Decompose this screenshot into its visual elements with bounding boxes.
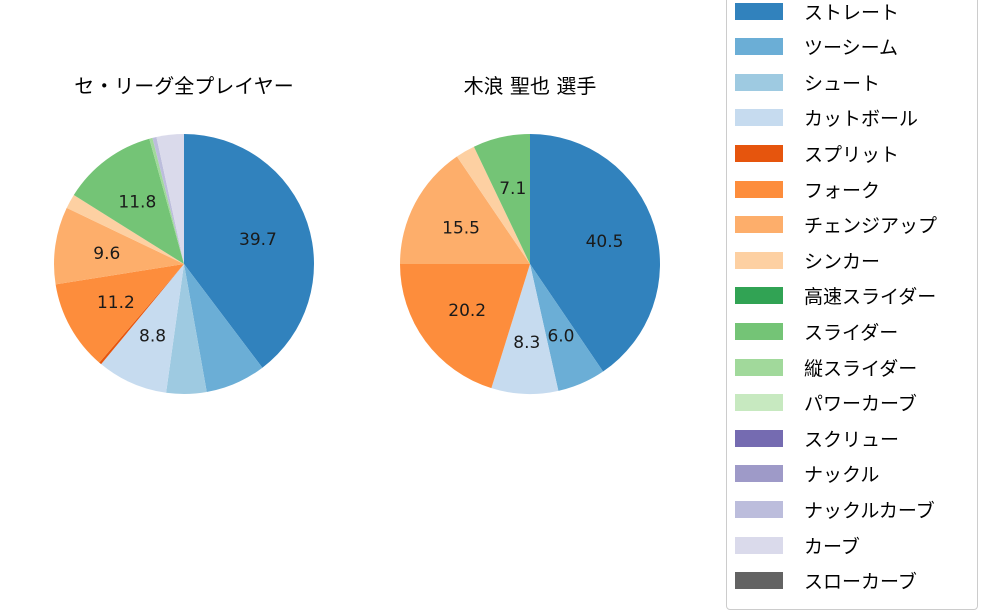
pie-slice-ツーシーム	[530, 264, 604, 391]
legend-swatch	[735, 572, 783, 590]
pie-slice-フォーク	[400, 264, 530, 389]
pie-slice-シンカー	[66, 195, 184, 264]
legend-swatch	[735, 322, 783, 340]
legend-item: チェンジアップ	[735, 213, 937, 237]
legend-swatch	[735, 287, 783, 305]
pie-slice-label: 39.7	[239, 230, 277, 250]
legend-label: スプリット	[804, 143, 900, 166]
legend-item: スローカーブ	[735, 569, 917, 593]
legend-swatch	[735, 429, 783, 447]
right-pie-chart: 40.5 6.0 8.3 20.2 15.5 7.1	[400, 134, 660, 394]
legend-item: 高速スライダー	[735, 284, 936, 308]
pie-slice-スプリット	[99, 264, 184, 365]
pie-slice-label: 9.6	[93, 244, 120, 264]
legend-swatch	[735, 536, 783, 554]
legend-item: ナックルカーブ	[735, 497, 935, 522]
legend-swatch	[735, 144, 783, 162]
pie-slice-label: 11.2	[97, 293, 135, 313]
legend-swatch	[735, 358, 783, 376]
pie-slice-label: 11.8	[118, 192, 156, 212]
pie-slice-label: 15.5	[442, 219, 480, 239]
legend-item: フォーク	[735, 177, 881, 202]
pie-slice-ストレート	[530, 134, 660, 372]
legend-label: ナックルカーブ	[804, 499, 935, 522]
pie-slice-チェンジアップ	[400, 156, 530, 264]
legend-label: スローカーブ	[804, 571, 917, 594]
legend-item: 縦スライダー	[735, 355, 918, 380]
legend-label: チェンジアップ	[804, 215, 938, 238]
legend-label: スクリュー	[804, 428, 900, 451]
pie-slice-スライダー	[473, 134, 530, 264]
right-chart-title: 木浪 聖也 選手	[463, 74, 597, 98]
legend-item: スプリット	[735, 141, 900, 166]
legend-label: カーブ	[804, 535, 860, 558]
pie-slice-label: 6.0	[547, 327, 574, 347]
pie-slice-label: 40.5	[586, 232, 624, 252]
legend-item: ストレート	[735, 0, 900, 24]
legend-swatch	[735, 500, 783, 518]
left-chart-title: セ・リーグ全プレイヤー	[74, 74, 294, 98]
pie-slice-チェンジアップ	[54, 207, 185, 285]
legend-swatch	[735, 38, 783, 56]
legend-label: シュート	[804, 72, 881, 95]
legend-item: パワーカーブ	[735, 391, 917, 415]
legend-item: カットボール	[735, 106, 918, 130]
legend-label: 高速スライダー	[804, 286, 937, 309]
pie-slice-label: 20.2	[448, 301, 486, 321]
legend-label: シンカー	[804, 250, 881, 273]
pie-slice-カーブ	[156, 134, 184, 264]
pie-slice-カットボール	[101, 264, 184, 393]
legend-label: カットボール	[804, 108, 919, 131]
pie-slice-カットボール	[491, 264, 559, 394]
legend-swatch	[735, 394, 783, 412]
pie-slice-シュート	[166, 264, 207, 394]
pie-slice-縦スライダー	[149, 137, 184, 264]
pie-slice-label: 8.8	[139, 326, 166, 346]
pie-slice-フォーク	[55, 264, 184, 363]
pie-slice-ツーシーム	[184, 264, 263, 392]
pie-slice-label: 8.3	[513, 333, 540, 353]
pie-slice-label: 7.1	[499, 179, 526, 199]
legend-label: 縦スライダー	[804, 357, 918, 380]
pie-slice-ナックルカーブ	[152, 136, 184, 264]
legend-label: ナックル	[804, 464, 880, 487]
legend-swatch	[735, 180, 783, 198]
pie-slice-シンカー	[456, 146, 530, 264]
legend-item: スライダー	[735, 319, 899, 344]
legend-label: パワーカーブ	[804, 393, 917, 416]
legend-swatch	[735, 465, 783, 483]
legend-item: シンカー	[735, 248, 881, 273]
legend-item: スクリュー	[735, 426, 900, 451]
left-pie-chart: 39.7 8.811.2 9.6 11.8	[54, 134, 314, 394]
legend-item: ツーシーム	[735, 35, 898, 59]
pie-slice-ストレート	[184, 134, 314, 368]
legend-label: フォーク	[804, 179, 881, 202]
legend-swatch	[735, 216, 783, 234]
legend-swatch	[735, 109, 783, 127]
legend: ストレートツーシームシュートカットボール スプリットフォークチェンジアップ シンカー…	[726, 0, 978, 610]
legend-swatch	[735, 2, 783, 20]
legend-swatch	[735, 73, 783, 91]
legend-item: シュート	[735, 70, 881, 95]
legend-item: ナックル	[735, 462, 879, 486]
pie-slice-スライダー	[73, 138, 184, 264]
legend-swatch	[735, 251, 783, 269]
legend-item: カーブ	[735, 533, 860, 558]
legend-label: ツーシーム	[804, 37, 899, 60]
legend-label: ストレート	[804, 1, 900, 24]
legend-label: スライダー	[804, 321, 899, 344]
